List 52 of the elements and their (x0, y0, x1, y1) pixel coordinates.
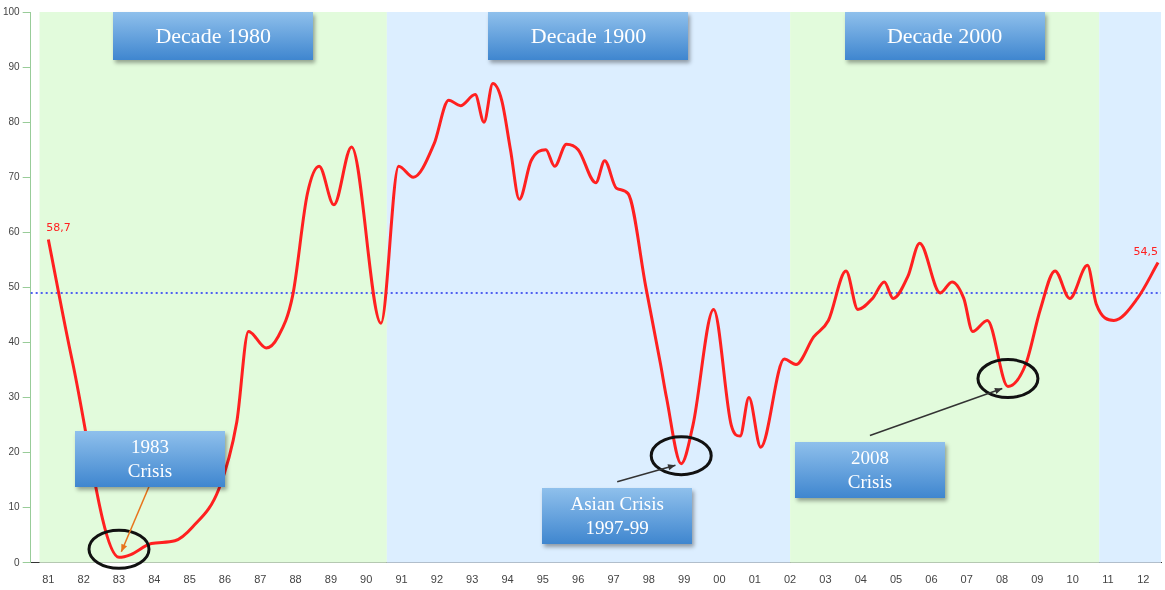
x-tick-label: 97 (607, 573, 620, 586)
data-label: 58,7 (46, 221, 71, 235)
data-label: 54,5 (1133, 244, 1159, 258)
x-tick-label: 94 (501, 573, 514, 586)
x-tick-label: 82 (77, 573, 90, 586)
y-tick-label: 100 (3, 5, 21, 17)
y-tick-label: 0 (14, 556, 21, 568)
x-tick-label: 07 (960, 573, 973, 586)
annotation: 2008 Crisis (847, 445, 893, 494)
x-tick-label: 84 (148, 573, 161, 586)
x-tick-label: 88 (289, 573, 302, 586)
x-tick-label: 99 (678, 573, 691, 586)
x-tick-label: 91 (395, 573, 408, 586)
x-tick-label: 12 (1137, 573, 1150, 586)
x-tick-label: 00 (713, 573, 726, 586)
annotation: Asian Crisis 1997-99 (570, 491, 664, 540)
y-tick-label: 40 (8, 336, 21, 348)
band-label: Decade 1900 (530, 23, 647, 49)
x-tick-label: 95 (536, 573, 549, 586)
y-tick-label: 10 (8, 501, 21, 513)
line-series (46, 82, 1160, 559)
band-label: Decade 2000 (886, 23, 1003, 49)
x-tick-label: 86 (218, 573, 232, 586)
y-tick-label: 60 (8, 226, 21, 238)
x-tick-label: 05 (889, 573, 903, 586)
x-tick-label: 03 (819, 573, 832, 586)
x-tick-label: 01 (748, 573, 761, 586)
x-tick-label: 98 (642, 573, 655, 586)
x-tick-label: 11 (1102, 573, 1114, 586)
x-tick-label: 04 (854, 573, 867, 586)
x-tick-label: 92 (430, 573, 444, 586)
y-tick-label: 20 (8, 446, 21, 458)
x-tick-label: 08 (995, 573, 1009, 586)
x-tick-label: 10 (1066, 573, 1079, 586)
y-tick-label: 70 (8, 170, 21, 182)
x-tick-label: 09 (1031, 573, 1044, 586)
x-tick-label: 02 (783, 573, 797, 586)
x-tick-label: 85 (183, 573, 196, 586)
annotation: 1983 Crisis (127, 435, 173, 484)
y-tick-label: 80 (8, 115, 21, 127)
x-tick-label: 96 (572, 573, 585, 586)
x-tick-label: 06 (925, 573, 938, 586)
x-tick-label: 83 (112, 573, 126, 586)
y-tick-label: 50 (8, 281, 21, 293)
y-tick-label: 30 (8, 391, 21, 403)
x-tick-label: 89 (324, 573, 338, 586)
band-label: Decade 1980 (155, 23, 271, 49)
x-tick-label: 93 (466, 573, 479, 586)
y-tick-label: 90 (8, 60, 21, 72)
x-tick-label: 87 (254, 573, 267, 586)
x-tick-label: 90 (360, 573, 373, 586)
x-tick-label: 81 (42, 573, 55, 586)
